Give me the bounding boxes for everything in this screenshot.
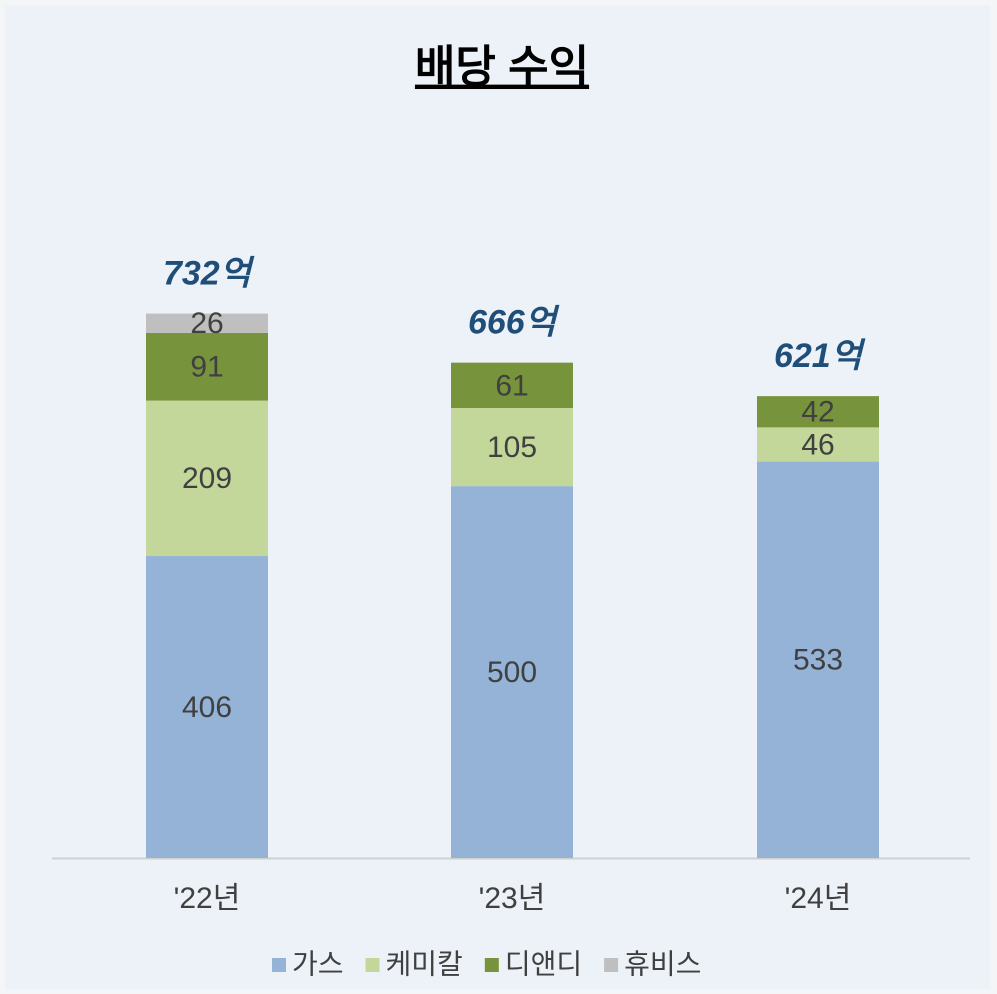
legend-label: 가스 (292, 948, 344, 979)
bar-segment (451, 408, 573, 487)
data-label: 26 (190, 307, 223, 340)
legend-swatch (272, 958, 286, 972)
total-label: 732억 (163, 255, 255, 293)
bar-segment (451, 362, 573, 409)
bar-segment (146, 332, 268, 401)
x-tick-label: '23년 (479, 882, 546, 915)
data-label: 61 (495, 369, 528, 402)
data-label: 46 (801, 428, 834, 461)
data-label: 500 (487, 656, 537, 689)
chart-title: 배당 수익 (415, 43, 589, 92)
bar-segment (146, 313, 268, 333)
legend-swatch (365, 958, 380, 972)
bar-segment (146, 556, 268, 858)
total-label: 621억 (774, 337, 866, 375)
data-label: 406 (182, 691, 232, 724)
legend-swatch (484, 958, 499, 972)
bar-segment (757, 396, 879, 428)
data-label: 42 (801, 396, 834, 429)
x-tick-label: '24년 (785, 882, 852, 915)
x-tick-label: '22년 (174, 882, 241, 915)
bar-segment (757, 427, 879, 462)
bar-segment (757, 461, 879, 858)
legend-label: 케미칼 (386, 948, 463, 979)
bar-segment (451, 486, 573, 858)
data-label: 209 (182, 462, 232, 495)
legend-swatch (604, 958, 619, 972)
legend-label: 디앤디 (505, 948, 582, 979)
data-label: 105 (487, 431, 537, 464)
bar-segment (146, 400, 268, 557)
data-label: 91 (190, 351, 223, 384)
total-label: 666억 (468, 304, 560, 342)
legend-label: 휴비스 (624, 948, 701, 979)
data-label: 533 (793, 644, 843, 677)
